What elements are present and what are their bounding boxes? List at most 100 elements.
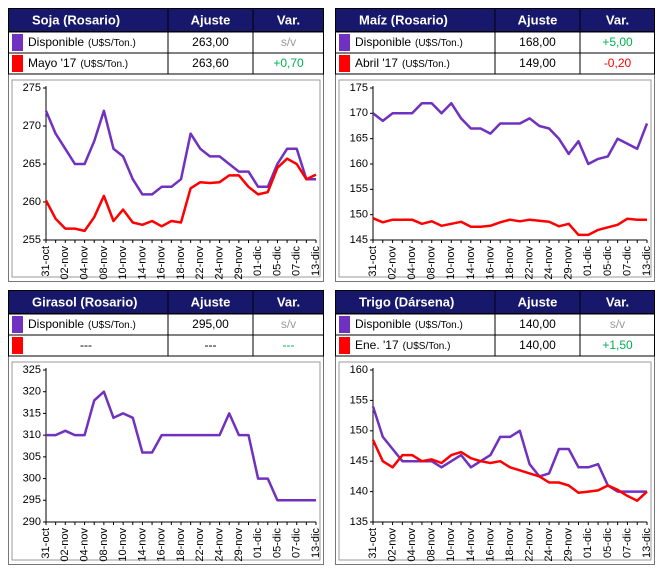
row-name: Disponible [355, 35, 411, 49]
legend-swatch [12, 337, 23, 354]
row-unit: (U$S/Ton.) [415, 320, 463, 331]
x-tick-label: 14-nov [136, 528, 148, 562]
row-name: Mayo '17 [28, 56, 77, 70]
x-tick-label: 05-dic [271, 246, 283, 276]
x-tick-label: 13-dic [641, 246, 653, 276]
row-label: Disponible (U$S/Ton.) [28, 317, 136, 331]
panel: Soja (Rosario) Ajuste Var. Disponible (U$S/T… [8, 8, 324, 282]
x-tick-label: 05-dic [602, 528, 614, 558]
x-tick-label: 02-nov [59, 528, 71, 562]
y-tick-label: 155 [350, 394, 368, 406]
x-tick-label: 08-nov [426, 528, 438, 562]
x-tick-label: 18-nov [175, 246, 187, 280]
x-tick-label: 04-nov [406, 528, 418, 562]
var-value: --- [283, 338, 295, 352]
ajuste-value: 295,00 [192, 317, 229, 331]
series-line [371, 439, 648, 502]
ajuste-value: 263,00 [192, 35, 229, 49]
x-tick-label: 08-nov [98, 246, 110, 280]
x-tick-label: 08-nov [426, 246, 438, 280]
y-tick-label: 150 [350, 425, 368, 437]
x-tick-label: 10-nov [117, 528, 129, 562]
y-tick-label: 310 [23, 429, 41, 441]
y-tick-label: 290 [23, 516, 41, 528]
x-tick-label: 16-nov [484, 246, 496, 280]
row-unit: (U$S/Ton.) [88, 38, 136, 49]
y-tick-label: 140 [350, 486, 368, 498]
series-line [44, 157, 317, 233]
x-tick-label: 02-nov [386, 528, 398, 562]
row-name: Ene. '17 [355, 338, 399, 352]
x-tick-label: 29-nov [233, 528, 245, 562]
y-tick-label: 160 [350, 158, 368, 170]
x-tick-label: 14-nov [465, 528, 477, 562]
x-tick-label: 07-dic [621, 528, 633, 558]
legend-swatch [339, 337, 350, 354]
x-tick-label: 04-nov [78, 528, 90, 562]
column-header: Ajuste [518, 12, 558, 27]
column-header: Var. [277, 12, 300, 27]
var-value: +1,50 [602, 338, 633, 352]
column-header: Var. [606, 12, 629, 27]
row-unit: (U$S/Ton.) [80, 59, 128, 70]
panel: Trigo (Dársena) Ajuste Var. Disponible (U$S/… [335, 290, 655, 565]
y-tick-label: 165 [350, 133, 368, 145]
var-value: s/v [281, 317, 296, 331]
panel-title: Maíz (Rosario) [359, 12, 448, 27]
y-tick-label: 135 [350, 516, 368, 528]
row-name: Disponible [28, 35, 84, 49]
x-tick-label: 18-nov [175, 528, 187, 562]
y-tick-label: 300 [23, 472, 41, 484]
series-line [44, 109, 316, 196]
x-tick-label: 08-nov [98, 528, 110, 562]
panel-title: Soja (Rosario) [32, 12, 120, 27]
y-tick-label: 325 [23, 364, 41, 376]
legend-swatch [12, 34, 23, 51]
column-header: Var. [606, 294, 629, 309]
x-tick-label: 16-nov [156, 528, 168, 562]
x-tick-label: 04-nov [78, 246, 90, 280]
x-tick-label: 29-nov [563, 246, 575, 280]
x-tick-label: 02-nov [59, 246, 71, 280]
row-label: Disponible (U$S/Ton.) [355, 317, 463, 331]
x-tick-label: 31-oct [367, 246, 379, 277]
x-tick-label: 07-dic [621, 246, 633, 276]
row-label: Abril '17 (U$S/Ton.) [355, 56, 450, 70]
x-tick-label: 01-dic [252, 246, 264, 276]
var-value: s/v [281, 35, 296, 49]
row-name: Disponible [355, 317, 411, 331]
row-unit: (U$S/Ton.) [415, 38, 463, 49]
var-value: +5,00 [602, 35, 633, 49]
legend-swatch [12, 55, 23, 72]
y-tick-label: 295 [23, 494, 41, 506]
y-tick-label: 315 [23, 407, 41, 419]
var-value: s/v [610, 317, 625, 331]
y-tick-label: 150 [350, 209, 368, 221]
y-tick-label: 270 [23, 120, 41, 132]
series-line [371, 406, 647, 493]
column-header: Var. [277, 294, 300, 309]
x-tick-label: 10-nov [445, 528, 457, 562]
column-header: Ajuste [518, 294, 558, 309]
y-tick-label: 160 [350, 364, 368, 376]
plot-frame [11, 361, 321, 561]
ajuste-value: 263,60 [192, 56, 229, 70]
row-label: Ene. '17 (U$S/Ton.) [355, 338, 450, 352]
row-unit: (U$S/Ton.) [402, 59, 450, 70]
row-label: Disponible (U$S/Ton.) [355, 35, 463, 49]
column-header: Ajuste [191, 12, 231, 27]
y-tick-label: 275 [23, 82, 41, 94]
x-tick-label: 02-nov [386, 246, 398, 280]
y-tick-label: 145 [350, 234, 368, 246]
x-tick-label: 07-dic [291, 246, 303, 276]
legend-swatch [12, 316, 23, 333]
x-tick-label: 13-dic [310, 528, 322, 558]
x-tick-label: 14-nov [136, 246, 148, 280]
x-tick-label: 22-nov [194, 246, 206, 280]
x-tick-label: 24-nov [543, 246, 555, 280]
column-header: Ajuste [191, 294, 231, 309]
row-unit: (U$S/Ton.) [403, 341, 451, 352]
x-tick-label: 05-dic [602, 246, 614, 276]
x-tick-label: 24-nov [543, 528, 555, 562]
